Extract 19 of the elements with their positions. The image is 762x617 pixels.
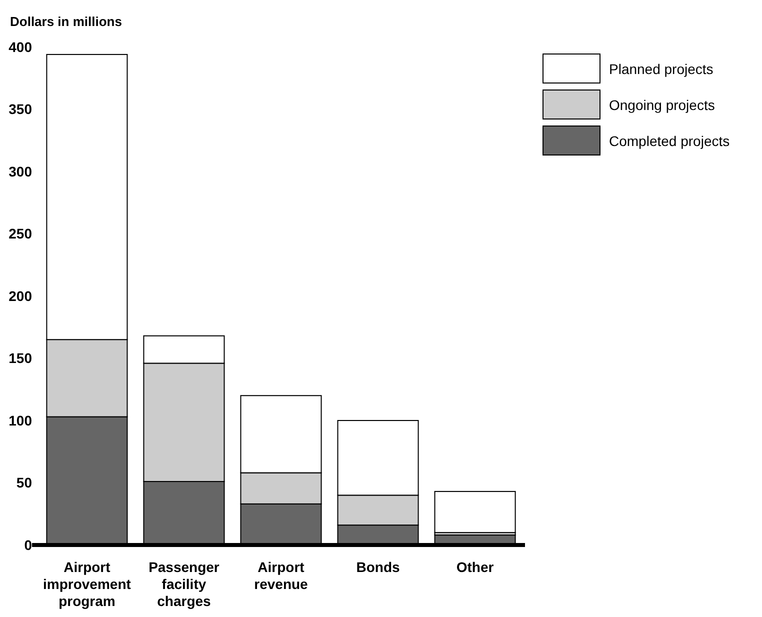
y-tick-label: 200 (8, 288, 32, 304)
bar (434, 490, 516, 534)
y-tick-label: 350 (8, 101, 32, 118)
legend-label: Completed projects (609, 132, 730, 149)
y-axis-title: Dollars in millions (10, 14, 122, 29)
x-tick-label: Airport revenue (254, 559, 308, 592)
x-tick-label: Bonds (356, 559, 400, 575)
y-tick-label: 0 (24, 536, 32, 553)
y-tick-label: 150 (8, 350, 32, 366)
y-tick-label: 100 (8, 412, 32, 428)
y-tick-label: 400 (8, 38, 32, 55)
y-tick-label: 250 (8, 226, 32, 242)
x-tick-label: Airport improvement program (43, 559, 132, 609)
x-tick-label: Other (456, 559, 494, 575)
y-tick-label: 300 (8, 163, 32, 180)
y-tick-label: 50 (16, 474, 32, 491)
legend-label: Planned projects (609, 60, 714, 77)
x-tick-label: Passenger facility charges (148, 559, 220, 609)
legend-label: Ongoing projects (609, 96, 715, 113)
